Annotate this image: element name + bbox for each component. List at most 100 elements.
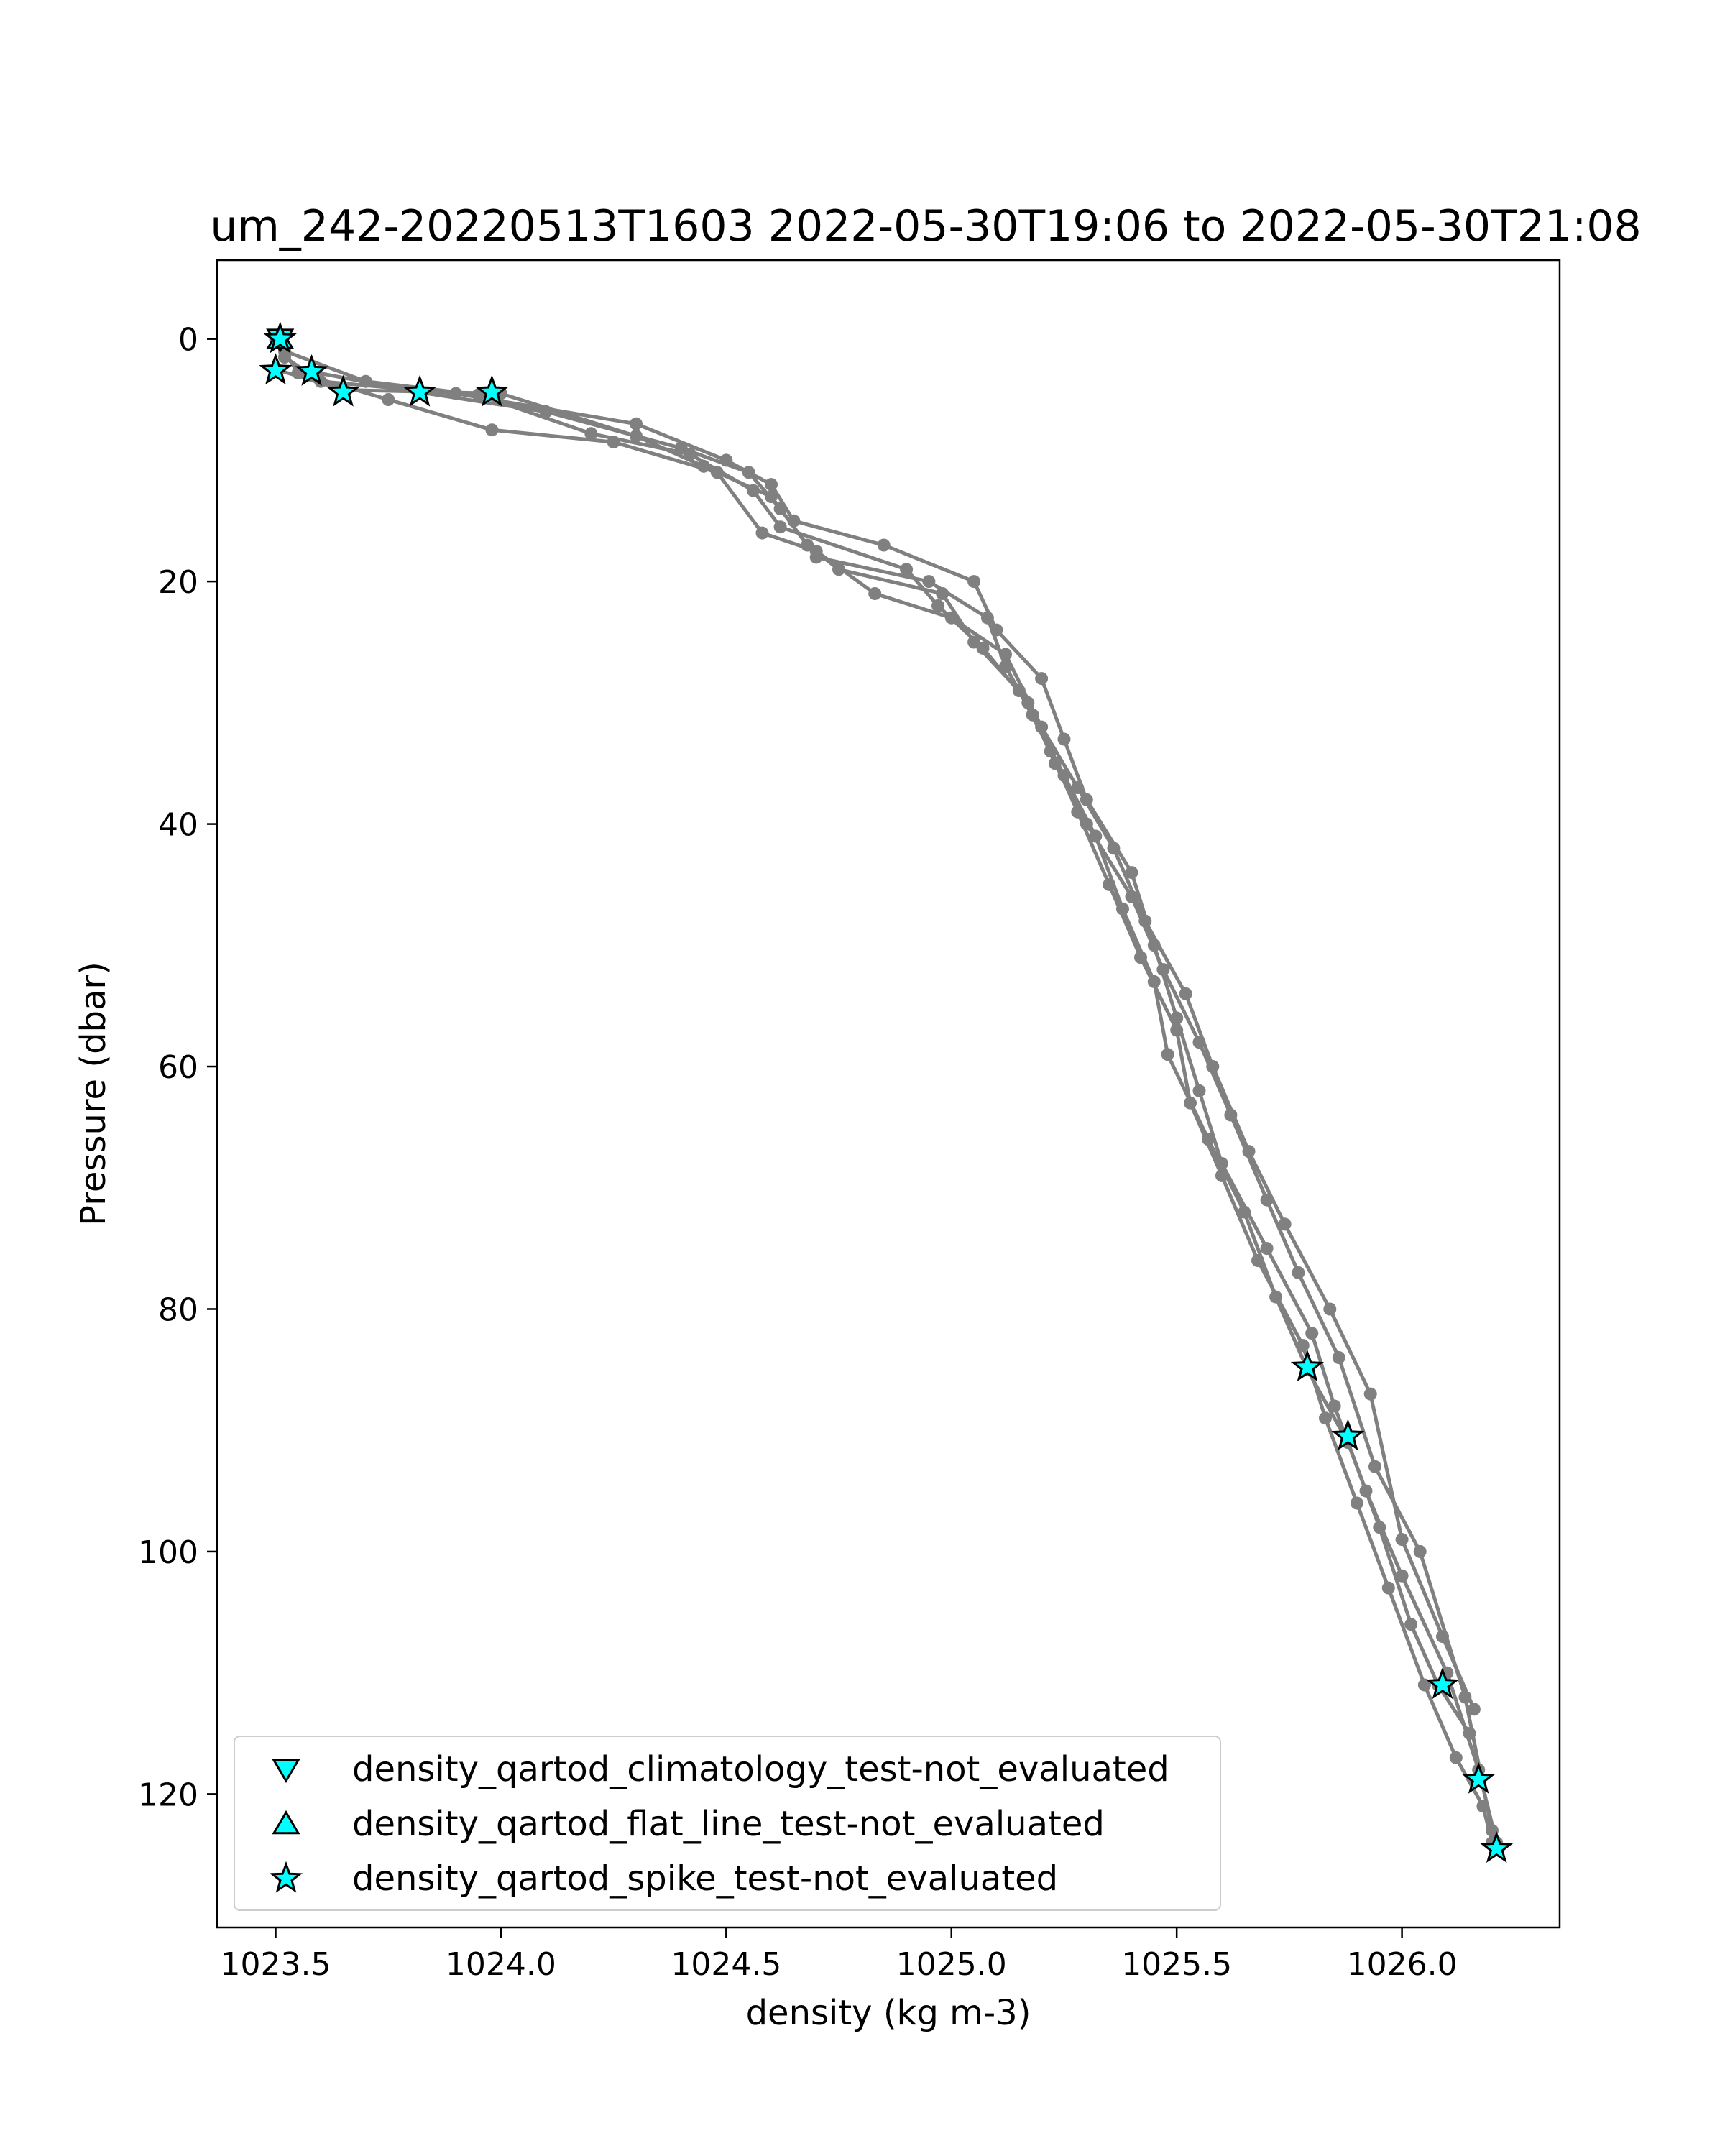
profile-point bbox=[1458, 1690, 1472, 1704]
star-flag-marker bbox=[263, 321, 297, 354]
legend-entries: density_qartod_climatology_test-not_eval… bbox=[269, 1749, 1169, 1899]
profile-point bbox=[1192, 1084, 1206, 1097]
y-tick-label: 20 bbox=[158, 564, 198, 601]
x-axis-ticks: 1023.5 1024.0 1024.5 1025.0 1025.5 1026.0 bbox=[221, 1927, 1458, 1983]
profile-point bbox=[1116, 902, 1129, 916]
profile-point bbox=[1238, 1205, 1251, 1219]
profile-point bbox=[1381, 1581, 1395, 1595]
legend-label: density_qartod_climatology_test-not_eval… bbox=[352, 1749, 1169, 1789]
profile-point bbox=[630, 417, 643, 430]
profile-point bbox=[1260, 1193, 1274, 1207]
profile-point bbox=[1467, 1703, 1481, 1716]
profile-point bbox=[1224, 1108, 1238, 1122]
profile-point bbox=[932, 599, 944, 612]
profile-point bbox=[1156, 963, 1170, 977]
profile-point bbox=[1021, 696, 1035, 709]
profile-point bbox=[742, 466, 755, 479]
profile-point bbox=[1368, 1460, 1381, 1473]
profile-point bbox=[539, 405, 553, 418]
profile-point bbox=[1269, 1290, 1283, 1304]
profile-point bbox=[868, 587, 882, 600]
profile-point bbox=[1449, 1751, 1463, 1764]
star-flag-marker bbox=[475, 374, 509, 407]
profile-point bbox=[746, 484, 760, 497]
profile-point bbox=[1363, 1387, 1377, 1401]
legend-label: density_qartod_spike_test-not_evaluated bbox=[352, 1858, 1058, 1899]
star-flag-marker bbox=[259, 353, 293, 385]
x-tick-label: 1023.5 bbox=[221, 1946, 331, 1983]
profile-point bbox=[1323, 1302, 1337, 1316]
y-tick-label: 80 bbox=[158, 1291, 198, 1328]
star-flag-marker bbox=[326, 374, 360, 407]
profile-point bbox=[755, 526, 769, 540]
profile-point bbox=[382, 393, 395, 406]
profile-point bbox=[1080, 817, 1093, 831]
profile-point bbox=[922, 575, 936, 589]
star-flag-marker bbox=[1425, 1667, 1460, 1700]
profile-point bbox=[1107, 842, 1121, 855]
star-flag-marker bbox=[1461, 1761, 1496, 1794]
x-tick-label: 1025.5 bbox=[1121, 1946, 1232, 1983]
profile-point bbox=[1395, 1569, 1409, 1583]
profile-point bbox=[809, 544, 823, 558]
y-tick-label: 120 bbox=[138, 1777, 198, 1813]
x-tick-label: 1026.0 bbox=[1347, 1946, 1458, 1983]
legend-label: density_qartod_flat_line_test-not_evalua… bbox=[352, 1804, 1105, 1844]
legend-box bbox=[234, 1736, 1221, 1911]
star-flag-marker bbox=[1331, 1419, 1365, 1451]
profile-point bbox=[1170, 1023, 1184, 1037]
axes-frame bbox=[216, 259, 1561, 1929]
profile-point bbox=[1332, 1351, 1346, 1364]
profile-line-4 bbox=[274, 338, 1476, 1710]
profile-point bbox=[1305, 1327, 1319, 1340]
profile-point bbox=[1057, 732, 1071, 746]
profile-point bbox=[485, 423, 499, 437]
y-tick-label: 40 bbox=[158, 807, 198, 844]
x-tick-label: 1024.0 bbox=[446, 1946, 556, 1983]
profile-point bbox=[765, 478, 778, 492]
profile-point bbox=[1417, 1678, 1431, 1692]
profile-point bbox=[900, 563, 914, 576]
profile-point bbox=[1350, 1496, 1363, 1510]
profile-point bbox=[1260, 1242, 1274, 1256]
legend-star-icon bbox=[269, 1861, 303, 1893]
star-flag-marker bbox=[295, 354, 328, 386]
y-axis-ticks: 0 20 40 60 80 100 120 bbox=[138, 322, 217, 1813]
profile-point bbox=[684, 448, 697, 461]
y-axis-label: Pressure (dbar) bbox=[73, 962, 114, 1226]
star-flag-marker bbox=[1290, 1350, 1325, 1382]
profile-point bbox=[1048, 757, 1062, 770]
star-flag-marker bbox=[1480, 1831, 1514, 1863]
plot-area bbox=[259, 321, 1514, 1863]
profile-point bbox=[1413, 1544, 1427, 1558]
y-tick-label: 100 bbox=[138, 1534, 198, 1571]
profile-point bbox=[1161, 1048, 1174, 1061]
profile-line-5 bbox=[284, 349, 1494, 1831]
x-tick-label: 1024.5 bbox=[671, 1946, 781, 1983]
profile-point bbox=[1147, 975, 1161, 988]
profile-point bbox=[877, 538, 891, 552]
profile-point bbox=[967, 575, 981, 589]
legend-triangle-down-icon bbox=[272, 1759, 300, 1784]
star-flag-marker bbox=[403, 374, 437, 407]
y-tick-label: 60 bbox=[158, 1049, 198, 1086]
profile-point bbox=[1278, 1217, 1292, 1231]
legend: density_qartod_climatology_test-not_eval… bbox=[234, 1736, 1221, 1911]
profile-point bbox=[1395, 1533, 1409, 1547]
profile-point bbox=[1373, 1521, 1386, 1534]
profile-point bbox=[999, 648, 1012, 661]
x-axis-label: density (kg m-3) bbox=[746, 1993, 1031, 2033]
profile-point bbox=[1035, 672, 1049, 686]
profile-point bbox=[1202, 1133, 1215, 1146]
profile-point bbox=[1486, 1824, 1499, 1837]
y-tick-label: 0 bbox=[178, 322, 198, 359]
profile-point bbox=[1404, 1618, 1418, 1631]
profile-point bbox=[359, 374, 372, 388]
profile-point bbox=[773, 502, 787, 515]
profile-point bbox=[1125, 866, 1138, 880]
profile-point bbox=[773, 520, 787, 534]
chart-title: um_242-20220513T1603 2022-05-30T19:06 to… bbox=[210, 201, 1641, 252]
profile-point bbox=[1292, 1266, 1305, 1279]
profile-point bbox=[1192, 1036, 1206, 1049]
